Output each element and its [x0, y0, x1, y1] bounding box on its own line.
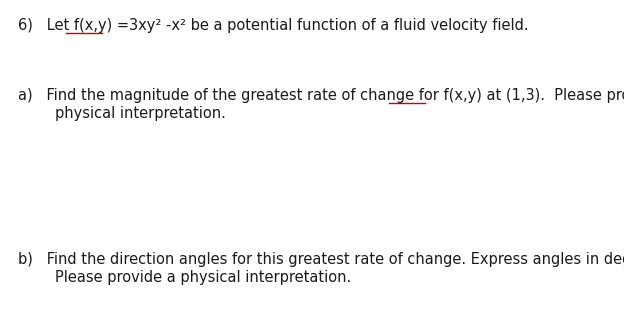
Text: Please provide a physical interpretation.: Please provide a physical interpretation… [18, 270, 351, 285]
Text: a)   Find the magnitude of the greatest rate of change for f(x,y) at (1,3).  Ple: a) Find the magnitude of the greatest ra… [18, 88, 624, 103]
Text: physical interpretation.: physical interpretation. [18, 106, 226, 121]
Text: 6)   Let f(x,y) =3xy² -x² be a potential function of a fluid velocity field.: 6) Let f(x,y) =3xy² -x² be a potential f… [18, 18, 529, 33]
Text: b)   Find the direction angles for this greatest rate of change. Express angles : b) Find the direction angles for this gr… [18, 252, 624, 267]
